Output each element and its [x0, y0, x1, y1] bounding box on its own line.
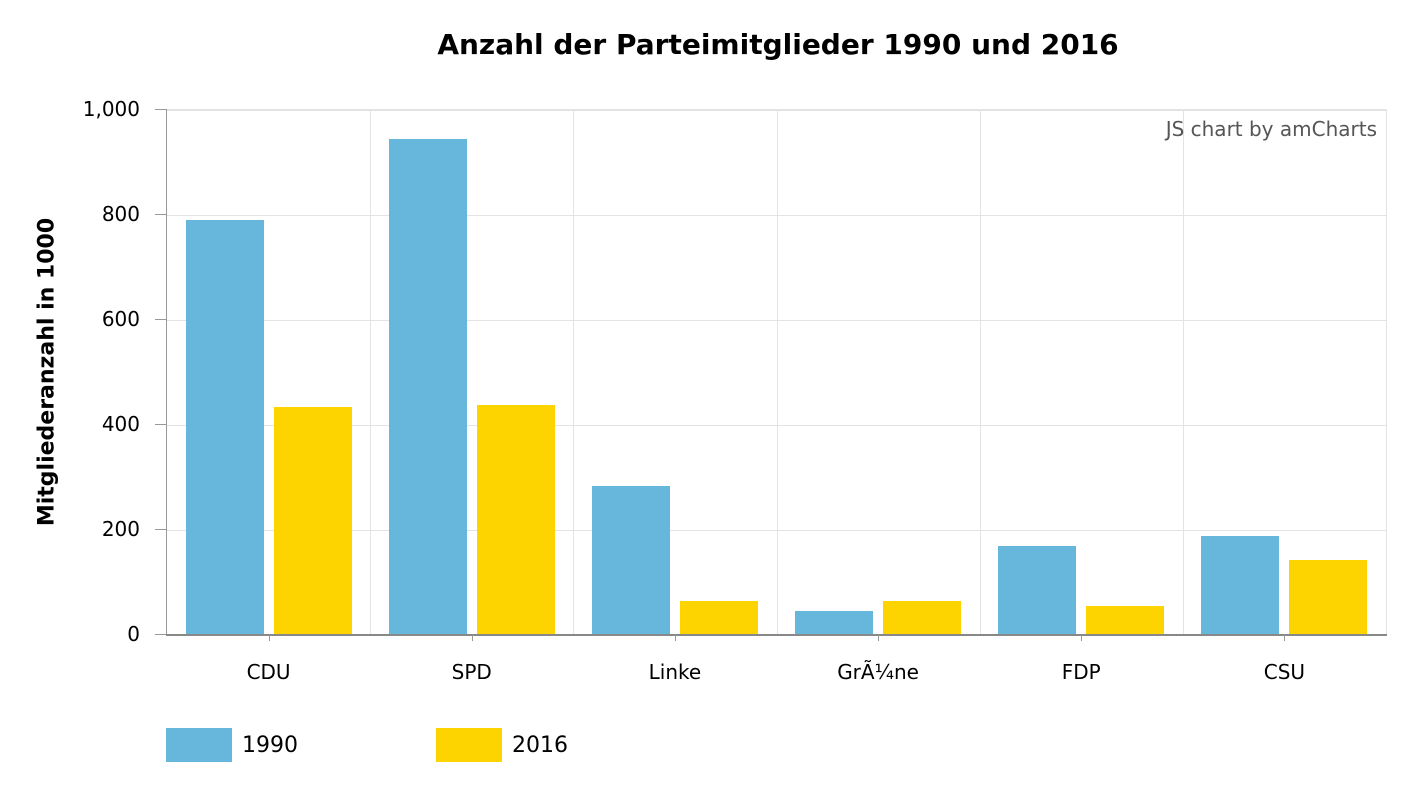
chart-title: Anzahl der Parteimitglieder 1990 und 201…	[437, 28, 1119, 61]
x-tick-label: Linke	[648, 660, 702, 684]
bar-2016-csu[interactable]	[1289, 559, 1368, 634]
legend-swatch-1990	[166, 728, 232, 762]
y-axis-title: Mitgliederanzahl in 1000	[34, 217, 60, 527]
x-tick-mark	[471, 635, 473, 641]
bar-2016-grã¼ne[interactable]	[883, 601, 962, 634]
x-tick-mark	[878, 635, 880, 641]
bar-2016-linke[interactable]	[679, 601, 758, 634]
gridline-vertical	[776, 110, 778, 635]
bar-1990-cdu[interactable]	[185, 219, 264, 634]
amcharts-credit-link[interactable]: JS chart by amCharts	[1165, 117, 1377, 141]
x-tick-label: GrÃ¼ne	[837, 660, 919, 684]
bar-1990-linke[interactable]	[591, 486, 670, 634]
y-tick-mark	[155, 319, 166, 320]
y-tick-label: 0	[127, 622, 140, 646]
y-tick-label: 600	[101, 307, 140, 331]
y-tick-mark	[155, 529, 166, 530]
y-tick-mark	[155, 214, 166, 215]
y-tick-mark	[155, 109, 166, 110]
legend-label: 2016	[512, 732, 568, 758]
gridline-vertical	[573, 110, 575, 635]
legend: 1990 2016	[166, 728, 568, 762]
y-tick-label: 800	[101, 202, 140, 226]
gridline-vertical	[1182, 110, 1184, 635]
y-tick-mark	[155, 424, 166, 425]
y-tick-label: 400	[101, 412, 140, 436]
bar-1990-grã¼ne[interactable]	[795, 611, 874, 634]
y-tick-label: 1,000	[82, 97, 140, 121]
x-tick-mark	[1081, 635, 1083, 641]
plot-area	[167, 109, 1387, 635]
legend-item-2016[interactable]: 2016	[436, 728, 568, 762]
gridline-vertical	[370, 110, 372, 635]
x-tick-label: FDP	[1061, 660, 1101, 684]
bar-1990-fdp[interactable]	[998, 545, 1077, 634]
y-axis-line	[166, 109, 167, 635]
x-tick-label: CDU	[246, 660, 291, 684]
x-tick-mark	[674, 635, 676, 641]
y-tick-label: 200	[101, 517, 140, 541]
legend-swatch-2016	[436, 728, 502, 762]
bar-2016-spd[interactable]	[476, 405, 555, 634]
y-tick-mark	[155, 634, 166, 635]
x-axis-line	[166, 634, 1387, 636]
bar-2016-fdp[interactable]	[1086, 605, 1165, 634]
bar-2016-cdu[interactable]	[273, 407, 352, 634]
legend-item-1990[interactable]: 1990	[166, 728, 436, 762]
legend-label: 1990	[242, 732, 298, 758]
bar-1990-csu[interactable]	[1201, 535, 1280, 634]
x-tick-mark	[268, 635, 270, 641]
x-tick-mark	[1284, 635, 1286, 641]
bar-1990-spd[interactable]	[388, 138, 467, 634]
gridline-vertical	[979, 110, 981, 635]
x-tick-label: SPD	[451, 660, 492, 684]
x-tick-label: CSU	[1263, 660, 1306, 684]
